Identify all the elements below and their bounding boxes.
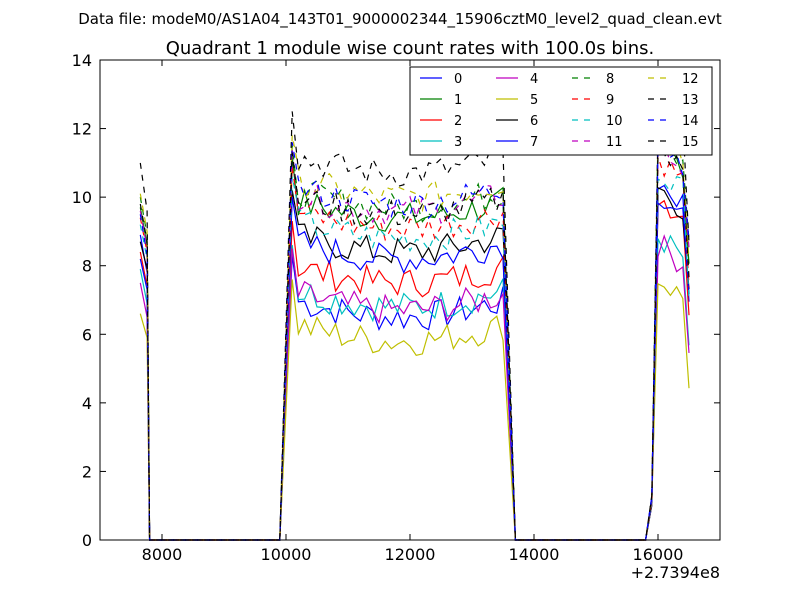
series-line-1 <box>139 132 690 541</box>
x-offset-label: +2.7394e8 <box>631 563 720 582</box>
series-line-2 <box>139 199 690 541</box>
series-line-8 <box>139 139 690 541</box>
series-line-12 <box>139 132 690 541</box>
chart-title: Quadrant 1 module wise count rates with … <box>166 38 655 59</box>
y-tick-label: 10 <box>72 188 92 207</box>
legend-label-0: 0 <box>454 72 462 87</box>
legend-label-6: 6 <box>530 114 538 129</box>
y-tick-label: 2 <box>82 462 92 481</box>
y-tick-label: 6 <box>82 325 92 344</box>
x-tick-label: 14000 <box>509 545 560 564</box>
legend-label-11: 11 <box>606 135 623 150</box>
series-line-7 <box>139 197 690 541</box>
legend-label-9: 9 <box>606 93 614 108</box>
legend-label-10: 10 <box>606 114 623 129</box>
legend-box <box>409 66 713 156</box>
y-tick-label: 8 <box>82 257 92 276</box>
legend-label-13: 13 <box>682 93 699 108</box>
x-tick-label: 12000 <box>385 545 436 564</box>
series-line-14 <box>139 142 690 541</box>
legend-label-2: 2 <box>454 114 462 129</box>
legend-label-12: 12 <box>682 72 699 87</box>
data-file-header: Data file: modeM0/AS1A04_143T01_90000023… <box>78 10 722 29</box>
y-tick-label: 0 <box>82 531 92 550</box>
series-line-5 <box>139 279 690 541</box>
x-tick-label: 16000 <box>633 545 684 564</box>
series-line-15 <box>139 152 690 541</box>
y-tick-label: 4 <box>82 394 92 413</box>
series-line-9 <box>139 156 690 541</box>
series-line-6 <box>139 186 690 541</box>
series-line-13 <box>139 111 690 541</box>
series-line-3 <box>139 234 690 541</box>
legend-label-5: 5 <box>530 93 538 108</box>
x-tick-label: 8000 <box>142 545 183 564</box>
legend-label-4: 4 <box>530 72 538 87</box>
legend-label-3: 3 <box>454 135 462 150</box>
series-line-4 <box>139 234 690 541</box>
x-tick-label: 10000 <box>261 545 312 564</box>
series-line-0 <box>139 184 690 541</box>
y-tick-label: 14 <box>72 51 92 70</box>
plot-lines <box>139 111 690 541</box>
series-line-10 <box>139 175 690 541</box>
legend-label-14: 14 <box>682 114 699 129</box>
legend-label-15: 15 <box>682 135 699 150</box>
legend-label-7: 7 <box>530 135 538 150</box>
legend-label-8: 8 <box>606 72 614 87</box>
series-line-11 <box>139 143 690 541</box>
y-tick-label: 12 <box>72 120 92 139</box>
legend-label-1: 1 <box>454 93 462 108</box>
